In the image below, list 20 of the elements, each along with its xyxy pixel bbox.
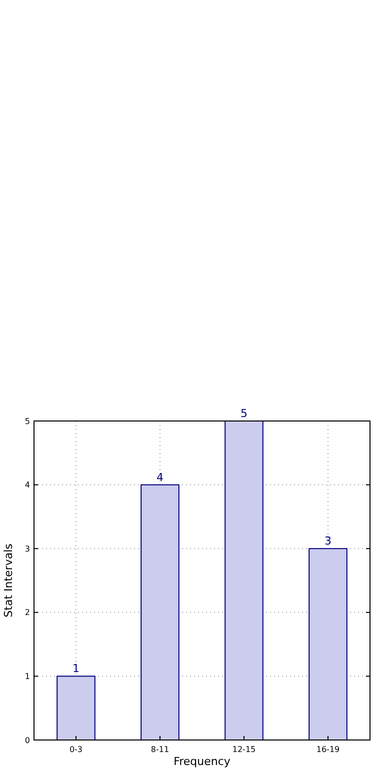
data-label: 3 [324, 534, 332, 548]
bar [308, 548, 348, 740]
x-tick-label: 16-19 [316, 745, 340, 754]
y-axis-title: Stat Intervals [2, 543, 15, 618]
y-tick-label: 0 [24, 736, 30, 745]
data-label: 1 [72, 662, 80, 676]
data-label: 4 [156, 470, 164, 484]
x-tick-label: 0-3 [69, 745, 83, 754]
bar [224, 420, 264, 740]
y-tick-label: 1 [24, 672, 30, 681]
y-tick-label: 5 [24, 416, 30, 426]
x-tick-label: 12-15 [232, 745, 256, 754]
y-tick-label: 2 [24, 608, 30, 618]
x-tick-label: 8-11 [150, 745, 170, 754]
bar [140, 484, 180, 740]
x-axis-title: Frequency [174, 755, 231, 768]
data-label: 5 [240, 407, 248, 420]
y-tick-label: 3 [24, 544, 30, 554]
bar [56, 676, 96, 740]
y-tick-label: 4 [24, 480, 30, 490]
